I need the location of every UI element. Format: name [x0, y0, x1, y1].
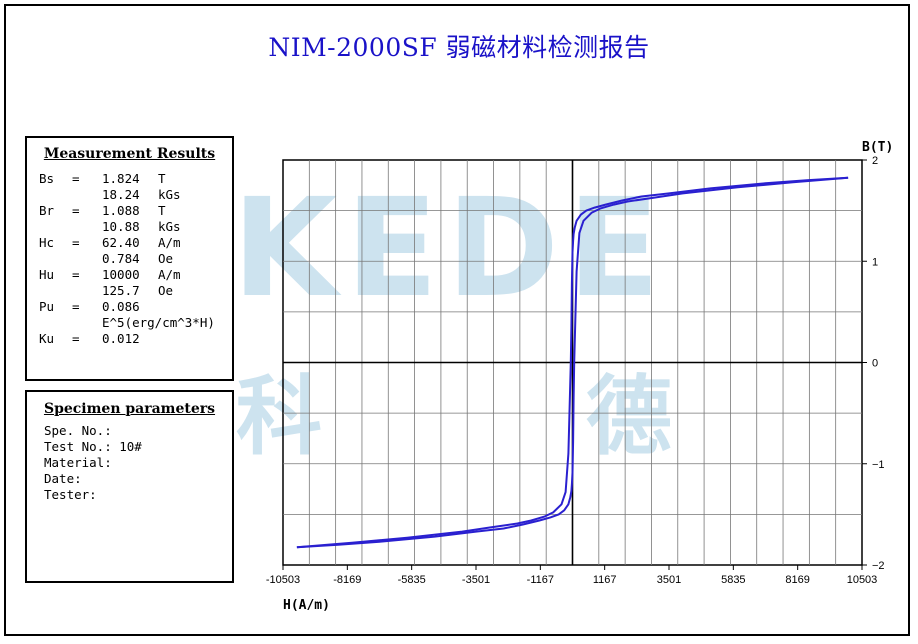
measurement-unit: Oe — [158, 283, 174, 298]
specimen-line: Test No.: 10# — [44, 439, 142, 454]
measurement-unit: A/m — [158, 235, 181, 250]
measurement-name: Pu — [39, 299, 55, 314]
series-ascending-branch — [296, 176, 849, 549]
watermark-kede: KEDE — [232, 170, 669, 328]
specimen-line: Date: — [44, 471, 82, 486]
measurement-eq: = — [72, 331, 80, 346]
measurement-value: 0.784 — [102, 251, 140, 266]
y-tick-label: −2 — [872, 560, 885, 572]
measurement-name: Br — [39, 203, 55, 218]
y-tick-label: 0 — [872, 358, 878, 370]
measurement-results-panel: Measurement Results Bs = 1.824 T 18.24 kGs Br =… — [25, 136, 234, 381]
measurement-value: 0.086 — [102, 299, 140, 314]
specimen-line: Tester: — [44, 487, 97, 502]
specimen-parameters-panel: Specimen parameters Spe. No.: Test No.: 1… — [25, 390, 234, 583]
measurement-value: 10000 — [102, 267, 140, 282]
x-tick-label: -8169 — [333, 574, 361, 586]
measurement-name: Ku — [39, 331, 55, 346]
measurement-eq: = — [72, 299, 80, 314]
measurement-value: 18.24 — [102, 187, 140, 202]
measurement-results-heading: Measurement Results — [43, 146, 216, 162]
measurement-eq: = — [72, 171, 80, 186]
y-tick-label: −1 — [872, 459, 885, 471]
specimen-parameters-heading: Specimen parameters — [43, 401, 216, 417]
report-title: NIM-2000SF 弱磁材料检测报告 — [268, 33, 650, 62]
measurement-unit: Oe — [158, 251, 174, 266]
measurement-value: 1.824 — [102, 171, 140, 186]
measurement-value: 10.88 — [102, 219, 140, 234]
measurement-eq: = — [72, 267, 80, 282]
measurement-value: 125.7 — [102, 283, 140, 298]
y-tick-label: 2 — [872, 155, 878, 167]
x-tick-label: 8169 — [785, 574, 809, 586]
x-tick-label: 1167 — [593, 574, 617, 586]
measurement-name: Bs — [39, 171, 55, 186]
x-tick-label: 3501 — [657, 574, 681, 586]
specimen-line: Spe. No.: — [44, 423, 112, 438]
x-tick-label: 10503 — [847, 574, 878, 586]
measurement-name: Hc — [39, 235, 55, 250]
measurement-unit: T — [158, 171, 166, 186]
measurement-unit: T — [158, 203, 166, 218]
report-frame — [4, 4, 910, 636]
measurement-eq: = — [72, 203, 80, 218]
x-axis-title: H(A/m) — [283, 598, 330, 613]
measurement-value: 1.088 — [102, 203, 140, 218]
x-tick-label: -10503 — [266, 574, 300, 586]
x-tick-label: -3501 — [462, 574, 490, 586]
measurement-value: 62.40 — [102, 235, 140, 250]
x-tick-label: -5835 — [398, 574, 426, 586]
x-tick-label: 5835 — [721, 574, 745, 586]
measurement-value: 0.012 — [102, 331, 140, 346]
x-tick-label: -1167 — [527, 574, 554, 586]
series-descending-branch — [296, 176, 849, 549]
measurement-value: E^5(erg/cm^3*H) — [102, 315, 215, 330]
y-axis-title: B(T) — [862, 140, 893, 155]
measurement-unit: A/m — [158, 267, 181, 282]
measurement-name: Hu — [39, 267, 55, 282]
watermark-char-de: 德 — [586, 367, 672, 467]
y-tick-label: 1 — [872, 256, 878, 268]
measurement-eq: = — [72, 235, 80, 250]
specimen-line: Material: — [44, 455, 112, 470]
measurement-unit: kGs — [158, 187, 181, 202]
measurement-unit: kGs — [158, 219, 181, 234]
watermark-char-ke: 科 — [236, 367, 322, 467]
